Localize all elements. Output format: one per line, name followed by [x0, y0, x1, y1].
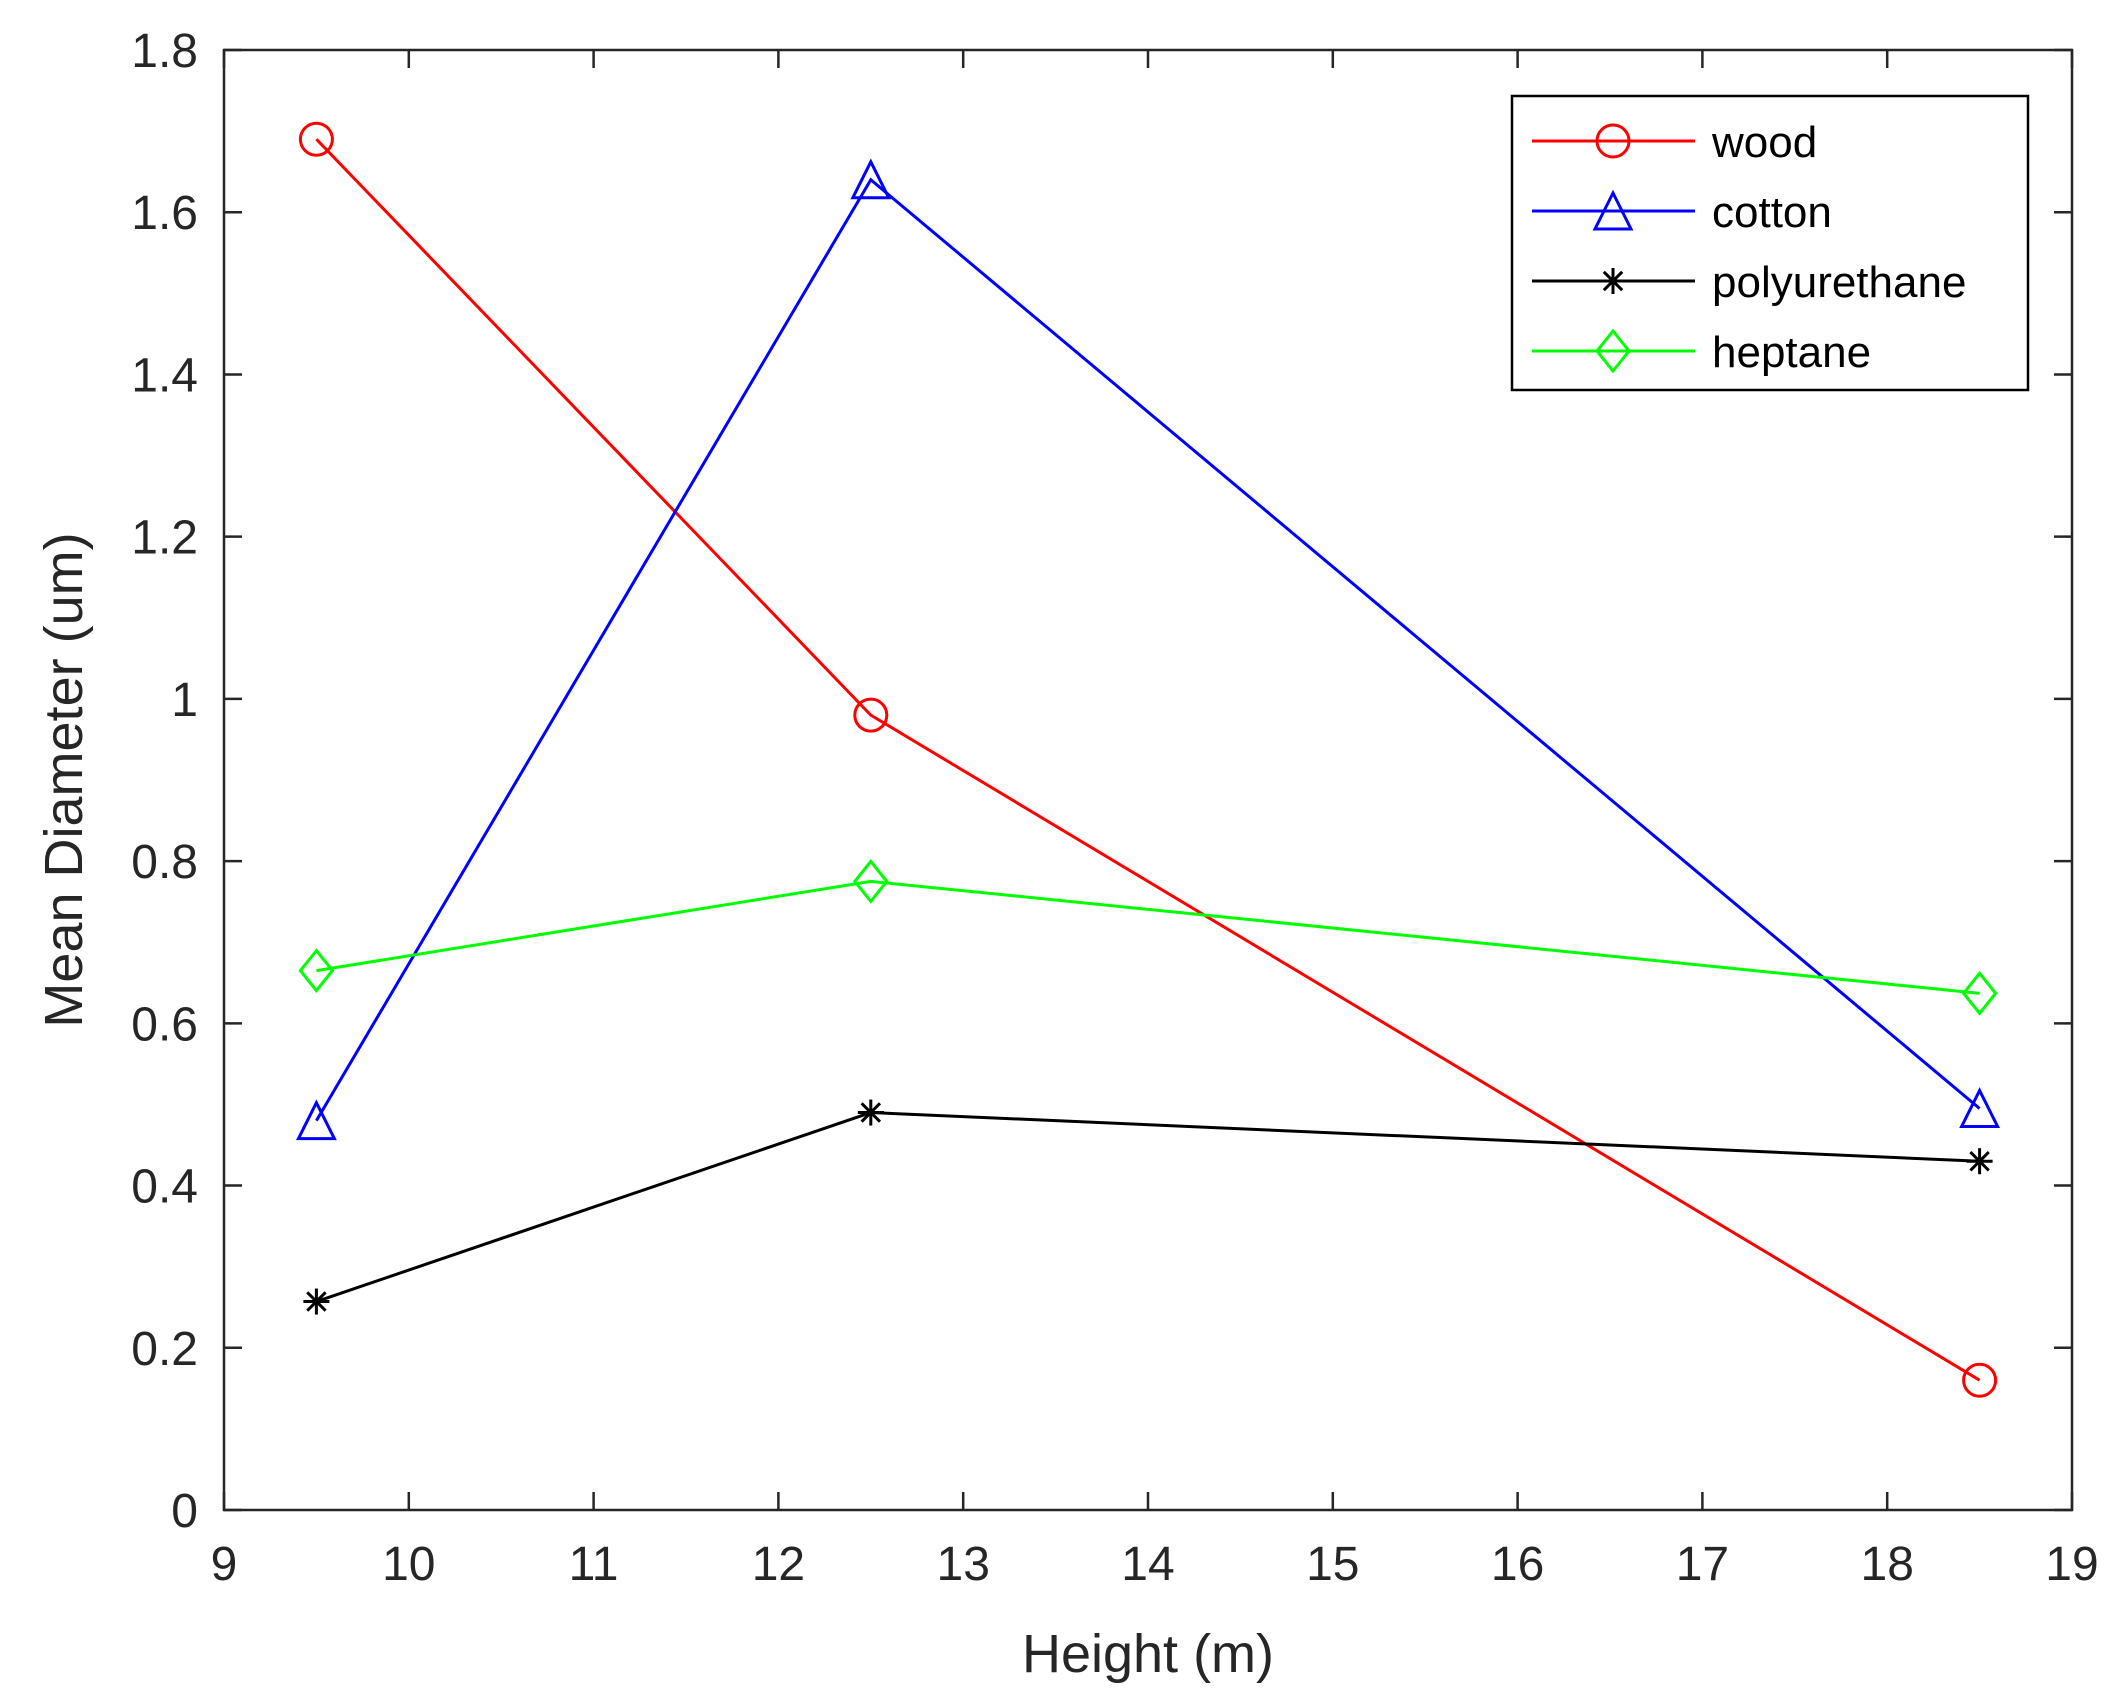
y-tick-label: 1.2	[131, 512, 198, 565]
legend-marker	[1592, 189, 1634, 231]
x-tick-label: 17	[1676, 1538, 1729, 1591]
x-tick-label: 16	[1491, 1538, 1544, 1591]
x-tick-label: 9	[211, 1538, 238, 1591]
legend-item-heptane: heptane	[1532, 328, 1871, 377]
data-point-polyurethane	[303, 1288, 330, 1315]
y-tick-label: 1	[171, 674, 198, 727]
x-tick-label: 15	[1306, 1538, 1359, 1591]
series-wood	[298, 121, 1998, 1398]
data-point-polyurethane	[857, 1099, 884, 1126]
legend-marker	[1600, 268, 1626, 294]
legend: wood cotton polyurethane heptane	[1510, 94, 2030, 392]
data-point-wood	[853, 697, 889, 733]
legend-marker	[1595, 123, 1631, 159]
x-tick-label: 18	[1861, 1538, 1914, 1591]
legend-item-wood: wood	[1532, 118, 1817, 167]
legend-marker	[1595, 328, 1631, 374]
y-tick-label: 1.6	[131, 187, 198, 240]
x-tick-label: 19	[2045, 1538, 2098, 1591]
data-point-heptane	[852, 858, 889, 904]
y-tick-label: 0.4	[131, 1161, 198, 1214]
y-tick-label: 1.4	[131, 349, 198, 402]
x-axis: 9 10 11 12 13 14 15 16 17 18 19	[211, 50, 2099, 1591]
data-point-heptane	[298, 948, 335, 994]
y-axis: 0 0.2 0.4 0.6 0.8 1 1.2 1.4 1.6 1.8	[131, 25, 2072, 1538]
x-tick-label: 11	[569, 1538, 619, 1591]
x-tick-label: 13	[937, 1538, 990, 1591]
data-point-cotton	[1959, 1087, 2001, 1128]
data-point-wood	[298, 121, 334, 157]
y-tick-label: 0	[171, 1485, 198, 1538]
data-point-cotton	[850, 158, 892, 200]
data-point-polyurethane	[1966, 1148, 1993, 1175]
legend-label: polyurethane	[1712, 258, 1966, 307]
legend-item-cotton: cotton	[1532, 188, 1832, 237]
series-cotton	[295, 158, 2001, 1141]
data-point-heptane	[1961, 970, 1998, 1016]
y-tick-label: 0.8	[131, 836, 198, 889]
x-tick-label: 12	[752, 1538, 805, 1591]
x-tick-label: 10	[382, 1538, 435, 1591]
legend-label: wood	[1711, 118, 1817, 167]
series-layer	[295, 121, 2001, 1398]
legend-label: heptane	[1712, 328, 1871, 377]
y-tick-label: 0.6	[131, 998, 198, 1051]
y-tick-label: 1.8	[131, 25, 198, 78]
series-line-heptane	[316, 879, 1980, 995]
series-line-cotton	[315, 177, 1981, 1122]
x-tick-label: 14	[1121, 1538, 1174, 1591]
legend-item-polyurethane: polyurethane	[1532, 258, 1966, 307]
y-tick-label: 0.2	[131, 1323, 198, 1376]
x-axis-label: Height (m)	[1022, 1624, 1274, 1684]
series-heptane	[298, 858, 1998, 1016]
y-axis-label: Mean Diameter (um)	[34, 532, 94, 1027]
data-point-wood	[1962, 1362, 1998, 1398]
legend-label: cotton	[1712, 188, 1832, 237]
series-line-wood	[315, 138, 1981, 1382]
data-point-cotton	[295, 1099, 337, 1141]
series-polyurethane	[303, 1099, 1993, 1315]
